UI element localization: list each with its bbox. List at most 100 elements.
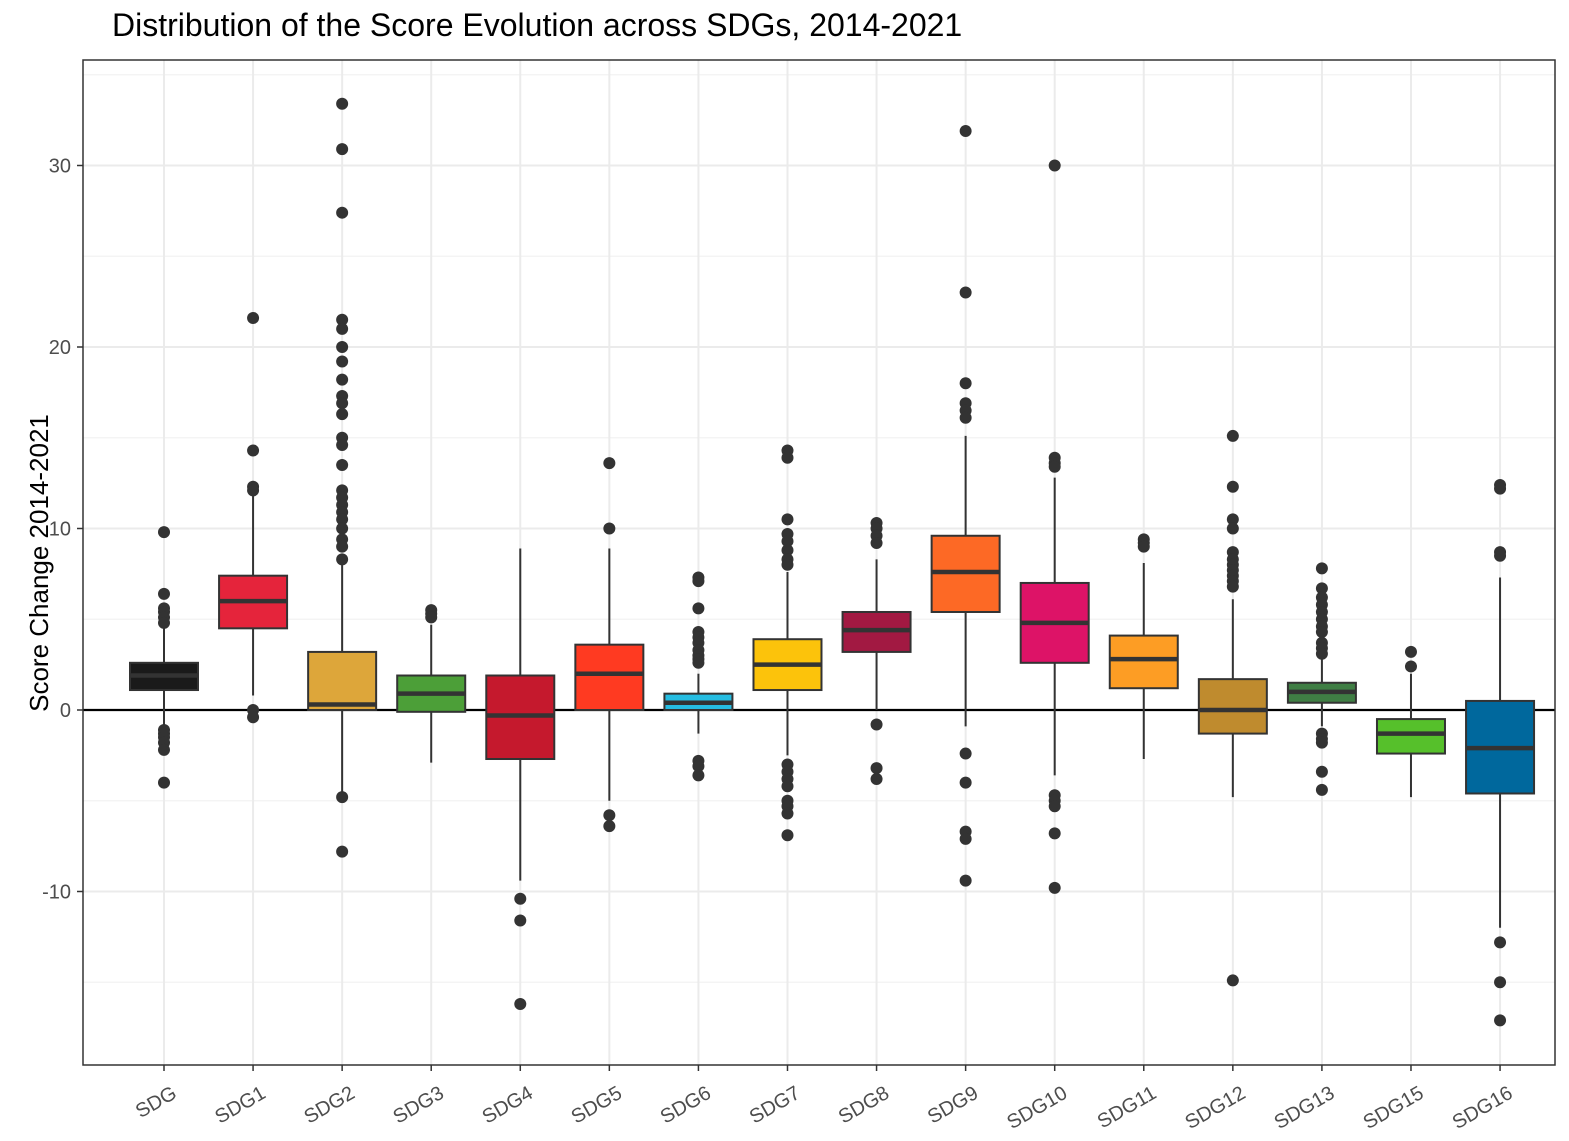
grid-minor: [83, 74, 1555, 983]
outlier-point: [247, 311, 260, 324]
outlier-point: [336, 206, 349, 219]
outlier-point: [514, 892, 527, 905]
outlier-point: [1315, 562, 1328, 575]
box-group-sdg7: [752, 444, 823, 842]
x-tick-label: SDG12: [1182, 1082, 1250, 1134]
outlier-point: [1315, 647, 1328, 660]
outlier-point: [959, 874, 972, 887]
outlier-point: [1137, 540, 1150, 553]
x-tick-label: SDG13: [1271, 1082, 1339, 1134]
box-group-sdg3: [396, 604, 467, 763]
outlier-point: [959, 776, 972, 789]
x-tick-label: SDG8: [835, 1082, 893, 1128]
box-iqr: [574, 643, 645, 711]
outlier-point: [692, 769, 705, 782]
outlier-point: [1048, 460, 1061, 473]
outlier-point: [1226, 480, 1239, 493]
outlier-point: [336, 313, 349, 326]
y-tick-label: 30: [49, 156, 71, 178]
y-tick-label: -10: [42, 882, 71, 904]
panel-border: [82, 59, 1556, 1066]
y-axis-ticks: -10 0 10 20 30: [42, 156, 83, 904]
outlier-point: [781, 829, 794, 842]
outlier-point: [959, 377, 972, 390]
outlier-point: [336, 322, 349, 335]
outlier-point: [959, 411, 972, 424]
outlier-point: [1226, 513, 1239, 526]
outlier-point: [1315, 736, 1328, 749]
x-axis-ticks: SDG SDG1 SDG2 SDG3 SDG4 SDG5 SDG6 SDG7 SDG8 SDG9 S…: [132, 1065, 1517, 1134]
box-group-sdg5: [574, 457, 645, 833]
x-tick-label: SDG9: [924, 1082, 982, 1128]
box-group-sdg12: [1197, 429, 1268, 987]
outlier-point: [781, 451, 794, 464]
box-group-sdg15: [1375, 645, 1446, 798]
outlier-point: [514, 998, 527, 1011]
outlier-point: [336, 97, 349, 110]
outlier-point: [603, 522, 616, 535]
outlier-point: [781, 807, 794, 820]
outlier-point: [336, 845, 349, 858]
x-tick-label: SDG: [132, 1082, 181, 1123]
outlier-point: [1494, 1014, 1507, 1027]
outlier-point: [247, 711, 260, 724]
outlier-point: [1315, 765, 1328, 778]
outlier-point: [603, 820, 616, 833]
outlier-point: [1226, 522, 1239, 535]
outlier-point: [336, 341, 349, 353]
outlier-point: [1048, 881, 1061, 894]
box-group-sdg10: [1019, 159, 1090, 894]
outlier-point: [692, 575, 705, 588]
x-tick-label: SDG16: [1449, 1082, 1517, 1134]
x-tick-label: SDG11: [1094, 1082, 1161, 1133]
outlier-point: [1404, 645, 1417, 658]
x-tick-label: SDG7: [746, 1082, 804, 1128]
y-tick-label: 10: [49, 519, 71, 541]
box-iqr: [1375, 718, 1446, 755]
outlier-point: [425, 611, 438, 624]
outlier-point: [336, 439, 349, 452]
box-group-sdg13: [1286, 562, 1357, 796]
y-tick-label: 20: [49, 337, 71, 359]
outlier-point: [959, 747, 972, 760]
outlier-point: [336, 553, 349, 566]
y-tick-label: 0: [60, 700, 71, 722]
outlier-point: [781, 558, 794, 571]
outlier-point: [336, 373, 349, 386]
x-tick-label: SDG3: [390, 1082, 448, 1128]
outlier-point: [336, 513, 349, 526]
outlier-point: [959, 286, 972, 299]
outlier-point: [1315, 783, 1328, 796]
outlier-point: [870, 537, 883, 550]
x-tick-label: SDG2: [300, 1082, 358, 1128]
outlier-point: [1494, 936, 1507, 949]
boxes-layer: [129, 97, 1536, 1027]
outlier-point: [336, 408, 349, 421]
outlier-point: [336, 540, 349, 553]
box-group-sdg: [129, 526, 199, 789]
outlier-point: [336, 522, 349, 535]
y-axis-label: Score Change 2014-2021: [24, 414, 54, 712]
outlier-point: [1048, 800, 1061, 813]
box-group-sdg1: [218, 311, 289, 724]
outlier-point: [1494, 976, 1507, 989]
x-tick-label: SDG4: [479, 1082, 537, 1128]
box-iqr: [1197, 678, 1268, 735]
outlier-point: [336, 458, 349, 471]
outlier-point: [692, 602, 705, 615]
box-group-sdg8: [841, 517, 912, 785]
box-group-sdg2: [307, 97, 378, 858]
outlier-point: [247, 484, 260, 497]
box-group-sdg6: [663, 571, 734, 782]
outlier-point: [336, 397, 349, 410]
x-tick-label: SDG1: [211, 1082, 269, 1128]
x-tick-label: SDG15: [1360, 1082, 1428, 1134]
outlier-point: [1048, 159, 1061, 172]
outlier-point: [781, 544, 794, 557]
x-tick-label: SDG6: [657, 1082, 715, 1128]
outlier-point: [1315, 625, 1328, 638]
outlier-point: [692, 760, 705, 773]
outlier-point: [1404, 660, 1417, 673]
